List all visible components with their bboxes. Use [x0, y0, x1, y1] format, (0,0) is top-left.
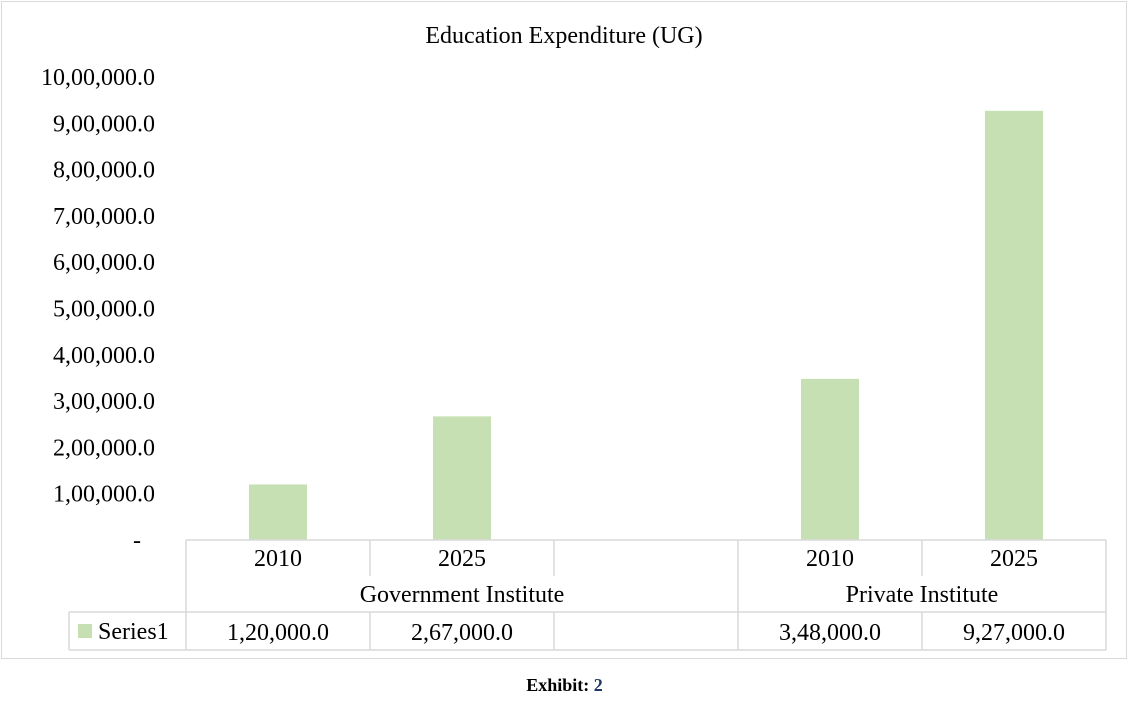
data-label: 9,27,000.0: [963, 620, 1065, 646]
chart-frame: [1, 1, 1127, 659]
data-label: 1,20,000.0: [227, 620, 329, 646]
y-tick-label: 8,00,000.0: [53, 158, 155, 184]
x-tick-label: 2025: [438, 546, 486, 572]
y-tick-label: -: [133, 528, 141, 554]
x-tick-label: 2010: [254, 546, 302, 572]
chart-title: Education Expenditure (UG): [425, 23, 702, 49]
y-tick-label: 2,00,000.0: [53, 435, 155, 461]
y-tick-label: 10,00,000.0: [41, 65, 155, 91]
group-label: Government Institute: [360, 582, 565, 608]
exhibit-label: Exhibit:: [526, 675, 590, 695]
group-label: Private Institute: [846, 582, 999, 608]
bar-0: [249, 484, 307, 540]
bar-3: [801, 378, 859, 540]
exhibit-caption: Exhibit: 2: [0, 675, 1129, 696]
exhibit-number: 2: [593, 675, 603, 695]
y-tick-label: 5,00,000.0: [53, 297, 155, 323]
bar-1: [433, 416, 491, 540]
y-tick-label: 4,00,000.0: [53, 343, 155, 369]
y-tick-label: 1,00,000.0: [53, 482, 155, 508]
y-tick-label: 6,00,000.0: [53, 250, 155, 276]
legend-swatch: [78, 624, 92, 638]
x-tick-label: 2025: [990, 546, 1038, 572]
data-label: 3,48,000.0: [779, 620, 881, 646]
legend-label: Series1: [98, 619, 169, 645]
y-tick-label: 7,00,000.0: [53, 204, 155, 230]
y-tick-label: 3,00,000.0: [53, 389, 155, 415]
bar-chart: Education Expenditure (UG) - 1,00,000.0 2,0…: [41, 23, 1107, 651]
x-tick-label: 2010: [806, 546, 854, 572]
bar-4: [985, 110, 1043, 540]
data-label: 2,67,000.0: [411, 620, 513, 646]
y-tick-label: 9,00,000.0: [53, 111, 155, 137]
